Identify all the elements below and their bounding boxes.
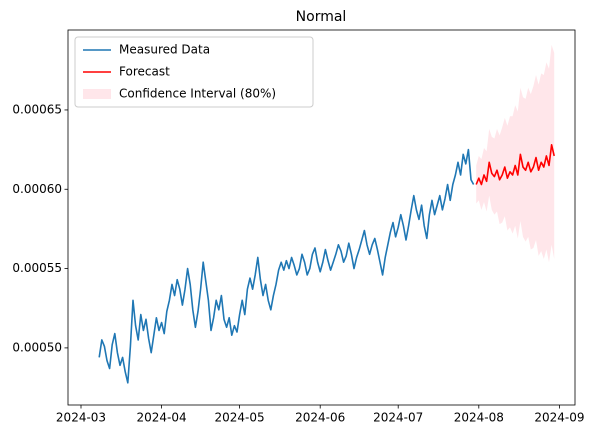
legend-label: Forecast: [119, 65, 170, 79]
y-tick-label: 0.00055: [12, 261, 62, 275]
x-tick-label: 2024-06: [295, 411, 345, 425]
legend-box: [74, 36, 314, 108]
y-tick-label: 0.00060: [12, 182, 62, 196]
legend-swatch: [83, 89, 111, 99]
legend: Measured Data Forecast Confidence Interval…: [74, 36, 314, 108]
axes-frame: [67, 29, 576, 406]
x-tick-label: 2024-07: [373, 411, 423, 425]
x-tick-label: 2024-03: [56, 411, 106, 425]
x-tick-label: 2024-08: [454, 411, 504, 425]
legend-label: Confidence Interval (80%): [119, 87, 276, 101]
x-tick-label: 2024-09: [534, 411, 584, 425]
legend-label: Measured Data: [119, 43, 210, 57]
y-tick-label: 0.00065: [12, 102, 62, 116]
series-line: [98, 148, 475, 384]
x-tick-label: 2024-04: [137, 411, 187, 425]
x-tick-label: 2024-05: [215, 411, 265, 425]
confidence-band: [476, 44, 555, 263]
series-line: [475, 144, 555, 186]
chart-title: Normal: [296, 9, 347, 25]
y-tick-label: 0.00050: [12, 340, 62, 354]
